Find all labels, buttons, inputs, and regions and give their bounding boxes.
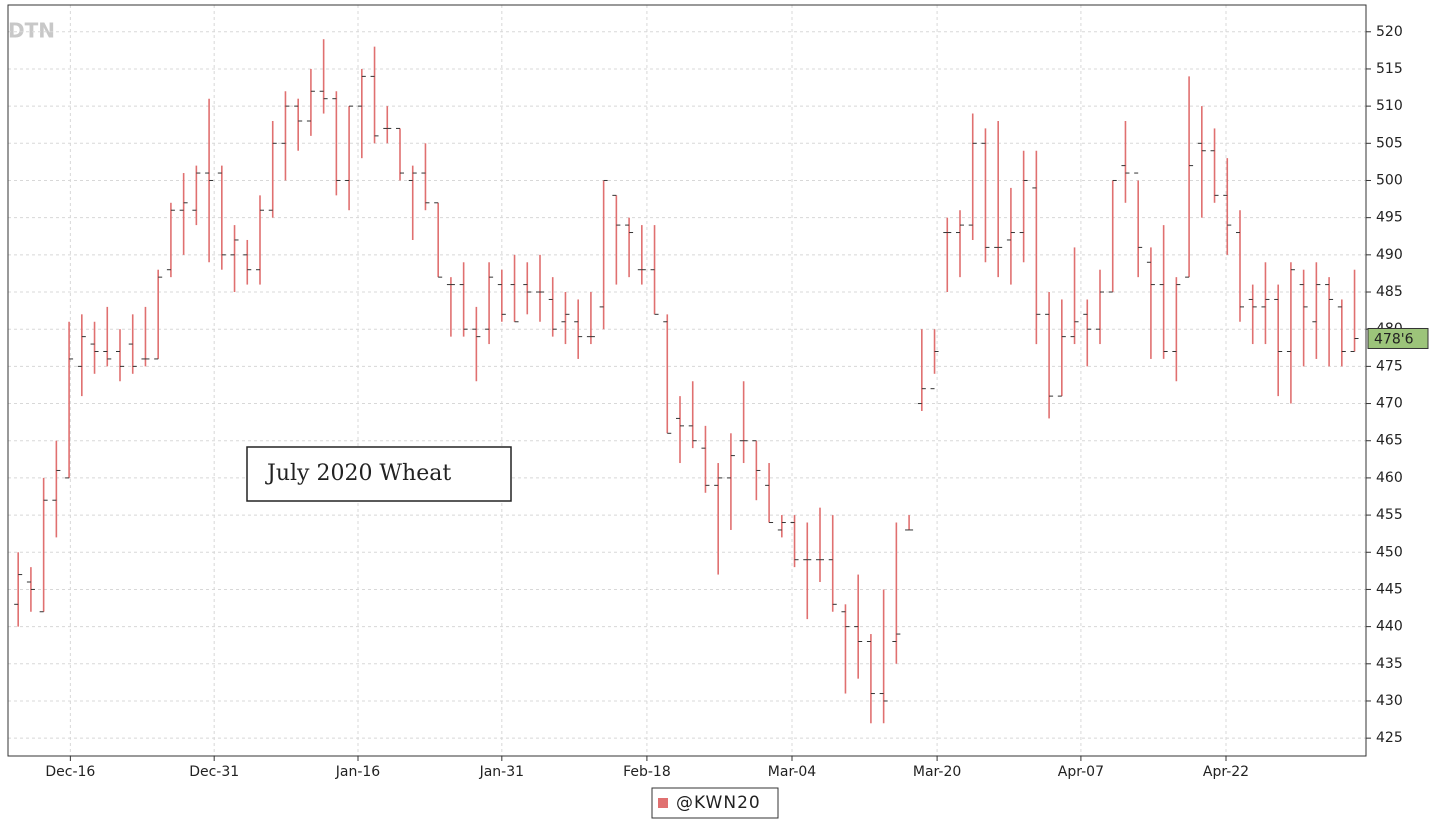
y-tick-label: 455 [1376,507,1403,523]
y-tick-label: 505 [1376,135,1403,151]
x-tick-label: Apr-22 [1203,764,1249,780]
y-tick-label: 440 [1376,619,1403,635]
y-tick-label: 450 [1376,544,1403,560]
logo: DTN [8,19,55,43]
x-tick-label: Dec-16 [45,764,95,780]
y-tick-label: 425 [1376,730,1403,746]
y-tick-label: 485 [1376,284,1403,300]
y-tick-label: 520 [1376,24,1403,40]
legend-swatch [658,798,668,808]
x-tick-label: Mar-04 [768,764,816,780]
y-tick-label: 465 [1376,433,1403,449]
y-tick-label: 435 [1376,656,1403,672]
annotation: July 2020 Wheat [265,461,451,486]
y-tick-label: 460 [1376,470,1403,486]
y-tick-label: 445 [1376,581,1403,597]
x-tick-label: Mar-20 [913,764,961,780]
y-tick-label: 510 [1376,98,1403,114]
x-tick-label: Jan-16 [335,764,381,780]
y-tick-label: 430 [1376,693,1403,709]
legend-label: @KWN20 [676,793,761,813]
legend-box [651,787,779,819]
x-tick-label: Jan-31 [479,764,524,780]
x-tick-label: Dec-31 [189,764,239,780]
x-tick-label: Apr-07 [1058,764,1104,780]
y-tick-label: 500 [1376,172,1403,188]
plot-frame [7,4,1367,757]
last-price-box [1367,327,1429,349]
y-tick-label: 470 [1376,396,1403,412]
y-tick-label: 515 [1376,61,1403,77]
x-tick-label: Feb-18 [623,764,671,780]
last-price-label: 478'6 [1374,331,1414,347]
y-tick-label: 475 [1376,358,1403,374]
y-tick-label: 495 [1376,210,1403,226]
annotation-box [246,446,512,502]
y-tick-label: 490 [1376,247,1403,263]
